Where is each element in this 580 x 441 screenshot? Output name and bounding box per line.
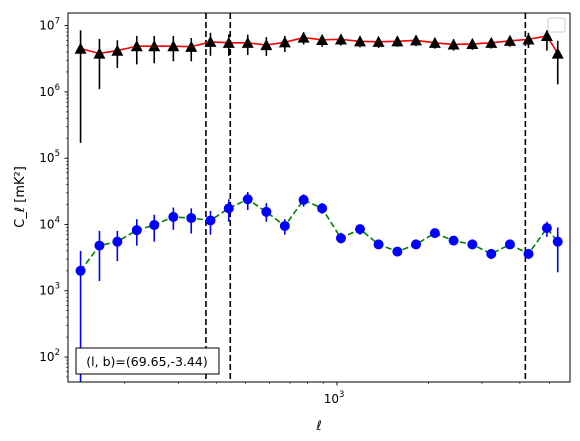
x-tick-label: 103 xyxy=(324,390,345,406)
series-0-point-8 xyxy=(222,36,235,48)
series-1-point-14 xyxy=(335,233,346,244)
series-1-point-18 xyxy=(411,239,422,250)
x-axis-label: ℓ xyxy=(315,419,321,434)
series-1-point-24 xyxy=(523,248,534,259)
series-0-point-19 xyxy=(428,36,441,48)
series-1-point-3 xyxy=(131,225,142,236)
series-0-point-22 xyxy=(485,36,498,48)
legend-box xyxy=(547,17,566,33)
series-1 xyxy=(75,191,563,382)
vertical-lines xyxy=(205,13,527,382)
series-0-point-23 xyxy=(503,34,516,46)
series-0-point-10 xyxy=(260,38,273,51)
series-0-point-25 xyxy=(540,29,553,41)
series-1-point-2 xyxy=(112,236,123,247)
series-1-point-10 xyxy=(261,206,272,217)
series-1-point-20 xyxy=(448,235,459,246)
y-axis-ticks: 102 103 104 105 106 107 xyxy=(39,17,68,378)
series-0-point-21 xyxy=(466,37,479,49)
series-0-point-26 xyxy=(551,47,564,59)
series-0-point-0 xyxy=(74,42,87,54)
series-0-point-17 xyxy=(391,35,404,47)
series-1-point-15 xyxy=(354,224,365,235)
series-0-point-18 xyxy=(410,34,423,46)
series-0-point-14 xyxy=(334,33,347,45)
series-1-point-19 xyxy=(429,228,440,239)
series-1-point-4 xyxy=(149,220,160,231)
series-0-point-11 xyxy=(278,36,291,48)
series-1-point-23 xyxy=(504,239,515,250)
series-1-point-25 xyxy=(541,223,552,234)
series-1-point-6 xyxy=(186,213,197,224)
axes-frame xyxy=(67,12,571,383)
annotation-text: (l, b)=(69.65,-3.44) xyxy=(86,354,207,369)
y-axis-label-group: C_ℓ [mK²] xyxy=(13,166,28,228)
series-layer xyxy=(74,29,564,382)
series-1-point-13 xyxy=(317,203,328,214)
series-0-point-4 xyxy=(148,40,161,52)
series-0-point-9 xyxy=(241,36,254,48)
series-0-point-12 xyxy=(297,31,310,43)
y-tick-label: 104 xyxy=(39,215,60,231)
series-0-point-13 xyxy=(316,33,329,45)
series-0-point-2 xyxy=(111,44,124,56)
series-1-point-12 xyxy=(298,194,309,205)
series-0-point-6 xyxy=(185,40,198,52)
annotation-box xyxy=(75,347,220,375)
series-0-point-20 xyxy=(447,38,460,50)
series-1-point-9 xyxy=(242,194,253,205)
series-1-point-22 xyxy=(486,248,497,259)
series-0-point-15 xyxy=(353,35,366,47)
series-0-point-5 xyxy=(167,40,180,52)
series-1-point-0 xyxy=(75,265,86,276)
series-1-point-26 xyxy=(552,236,563,247)
series-1-point-1 xyxy=(94,240,105,251)
x-axis-ticks: 103 xyxy=(124,382,550,406)
series-0-point-16 xyxy=(372,35,385,47)
series-1-point-8 xyxy=(223,203,234,214)
series-1-point-11 xyxy=(279,220,290,231)
series-1-point-21 xyxy=(467,239,478,250)
y-tick-label: 106 xyxy=(39,83,60,99)
y-tick-label: 102 xyxy=(39,348,60,364)
series-1-point-17 xyxy=(392,246,403,257)
series-0-point-1 xyxy=(93,47,106,59)
y-tick-label: 103 xyxy=(39,282,60,298)
y-axis-label: C_ℓ [mK²] xyxy=(13,166,28,228)
series-0-point-3 xyxy=(130,40,143,52)
series-1-point-5 xyxy=(168,211,179,222)
plot-layers xyxy=(74,13,564,382)
series-1-point-7 xyxy=(205,215,216,226)
series-0-point-24 xyxy=(522,33,535,45)
series-1-point-16 xyxy=(373,239,384,250)
series-0-point-7 xyxy=(204,35,217,47)
y-tick-label: 107 xyxy=(39,17,60,33)
series-0 xyxy=(74,29,564,143)
y-tick-label: 105 xyxy=(39,149,60,165)
